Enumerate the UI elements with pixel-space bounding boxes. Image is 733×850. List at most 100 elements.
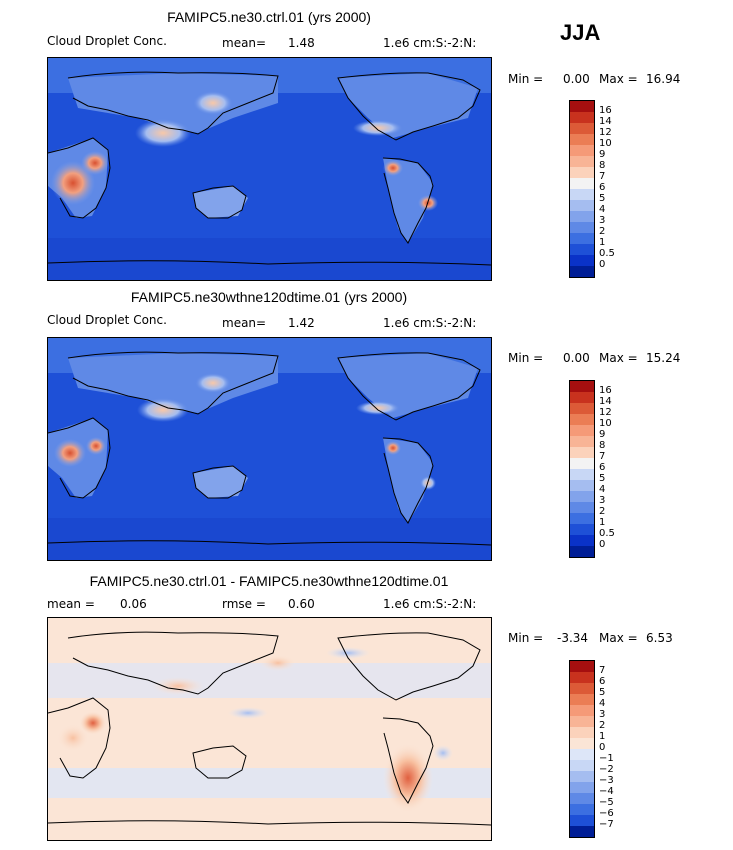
colorbar-swatch	[570, 793, 594, 804]
panel1-variable-label: Cloud Droplet Conc.	[47, 34, 167, 48]
colorbar-swatch	[570, 233, 594, 244]
colorbar-swatch	[570, 414, 594, 425]
panel2-max-label: Max =	[599, 351, 638, 365]
colorbar-swatch	[570, 392, 594, 403]
colorbar-swatch	[570, 222, 594, 233]
panel2-variable-label: Cloud Droplet Conc.	[47, 313, 167, 327]
colorbar-tick-label: 14	[599, 116, 612, 127]
colorbar-swatch	[570, 705, 594, 716]
panel1-units: 1.e6 cm:S:-2:N:	[383, 36, 477, 50]
panel3-max-label: Max =	[599, 631, 638, 645]
colorbar-swatch	[570, 381, 594, 392]
panel2-units: 1.e6 cm:S:-2:N:	[383, 316, 477, 330]
panel3-min-value: -3.34	[557, 631, 589, 645]
panel3-rmse-label: rmse =	[222, 597, 266, 611]
colorbar-swatch	[570, 156, 594, 167]
colorbar-swatch	[570, 436, 594, 447]
colorbar-swatch	[570, 178, 594, 189]
colorbar-tick-label: 3	[599, 495, 606, 506]
colorbar-tick-label: 12	[599, 127, 612, 138]
panel1-max-value: 16.94	[646, 72, 681, 86]
colorbar-swatch	[570, 535, 594, 546]
colorbar-swatch	[570, 716, 594, 727]
colorbar-swatch	[570, 513, 594, 524]
colorbar-tick-label: −7	[599, 819, 614, 830]
panel3-min-label: Min =	[508, 631, 544, 645]
colorbar-tick-label: 0.5	[599, 248, 615, 259]
colorbar-tick-label: 6	[599, 462, 606, 473]
colorbar-swatch	[570, 782, 594, 793]
colorbar-swatch	[570, 804, 594, 815]
panel1-min-label: Min =	[508, 72, 544, 86]
colorbar-tick-label: 5	[599, 193, 606, 204]
colorbar-swatch	[570, 502, 594, 513]
colorbar-swatch	[570, 749, 594, 760]
panel1-min-value: 0.00	[563, 72, 590, 86]
colorbar-tick-label: 8	[599, 440, 606, 451]
colorbar-tick-label: 8	[599, 160, 606, 171]
colorbar-tick-label: 7	[599, 451, 606, 462]
panel2-colorbar-swatches	[569, 380, 595, 558]
colorbar-tick-label: 9	[599, 429, 606, 440]
colorbar-tick-label: 5	[599, 473, 606, 484]
colorbar-swatch	[570, 425, 594, 436]
colorbar-swatch	[570, 480, 594, 491]
colorbar-tick-label: 6	[599, 676, 606, 687]
colorbar-tick-label: 1	[599, 237, 606, 248]
colorbar-tick-label: −5	[599, 797, 614, 808]
panel3-rmse-value: 0.60	[288, 597, 315, 611]
season-label: JJA	[560, 20, 601, 45]
colorbar-swatch	[570, 672, 594, 683]
colorbar-tick-label: 0.5	[599, 528, 615, 539]
colorbar-tick-label: 1	[599, 731, 606, 742]
colorbar-tick-label: 4	[599, 484, 606, 495]
colorbar-tick-label: −3	[599, 775, 614, 786]
panel1-colorbar-swatches	[569, 100, 595, 278]
ocean-background	[48, 618, 491, 840]
panel2-max-value: 15.24	[646, 351, 681, 365]
panel2-title: FAMIPC5.ne30wthne120dtime.01 (yrs 2000)	[130, 289, 408, 305]
colorbar-swatch	[570, 458, 594, 469]
colorbar-tick-label: −2	[599, 764, 614, 775]
colorbar-swatch	[570, 255, 594, 266]
colorbar-swatch	[570, 694, 594, 705]
colorbar-tick-label: 0	[599, 742, 606, 753]
colorbar-swatch	[570, 727, 594, 738]
panel3-map	[47, 617, 492, 841]
panel3-units: 1.e6 cm:S:-2:N:	[383, 597, 477, 611]
colorbar-swatch	[570, 123, 594, 134]
colorbar-tick-label: 0	[599, 259, 606, 270]
colorbar-tick-label: 6	[599, 182, 606, 193]
colorbar-swatch	[570, 760, 594, 771]
panel1-title: FAMIPC5.ne30.ctrl.01 (yrs 2000)	[167, 9, 371, 25]
panel1-map	[47, 57, 492, 281]
colorbar-swatch	[570, 112, 594, 123]
colorbar-swatch	[570, 469, 594, 480]
colorbar-swatch	[570, 683, 594, 694]
colorbar-tick-label: 4	[599, 698, 606, 709]
colorbar-tick-label: 16	[599, 105, 612, 116]
colorbar-swatch	[570, 134, 594, 145]
panel2-min-label: Min =	[508, 351, 544, 365]
panel2-mean-value: 1.42	[288, 316, 315, 330]
colorbar-tick-label: 2	[599, 720, 606, 731]
panel1-mean-value: 1.48	[288, 36, 315, 50]
colorbar-swatch	[570, 447, 594, 458]
colorbar-tick-label: 0	[599, 539, 606, 550]
colorbar-swatch	[570, 738, 594, 749]
colorbar-swatch	[570, 826, 594, 837]
colorbar-tick-label: 10	[599, 418, 612, 429]
colorbar-swatch	[570, 815, 594, 826]
panel3-title: FAMIPC5.ne30.ctrl.01 - FAMIPC5.ne30wthne…	[89, 573, 449, 589]
colorbar-swatch	[570, 189, 594, 200]
colorbar-tick-label: 5	[599, 687, 606, 698]
colorbar-tick-label: 10	[599, 138, 612, 149]
panel1-mean-label: mean=	[222, 36, 267, 50]
colorbar-tick-label: −4	[599, 786, 614, 797]
panel3-max-value: 6.53	[646, 631, 673, 645]
colorbar-tick-label: 16	[599, 385, 612, 396]
colorbar-tick-label: 9	[599, 149, 606, 160]
panel3-mean-label: mean =	[47, 597, 95, 611]
colorbar-swatch	[570, 211, 594, 222]
panel3-mean-value: 0.06	[120, 597, 147, 611]
